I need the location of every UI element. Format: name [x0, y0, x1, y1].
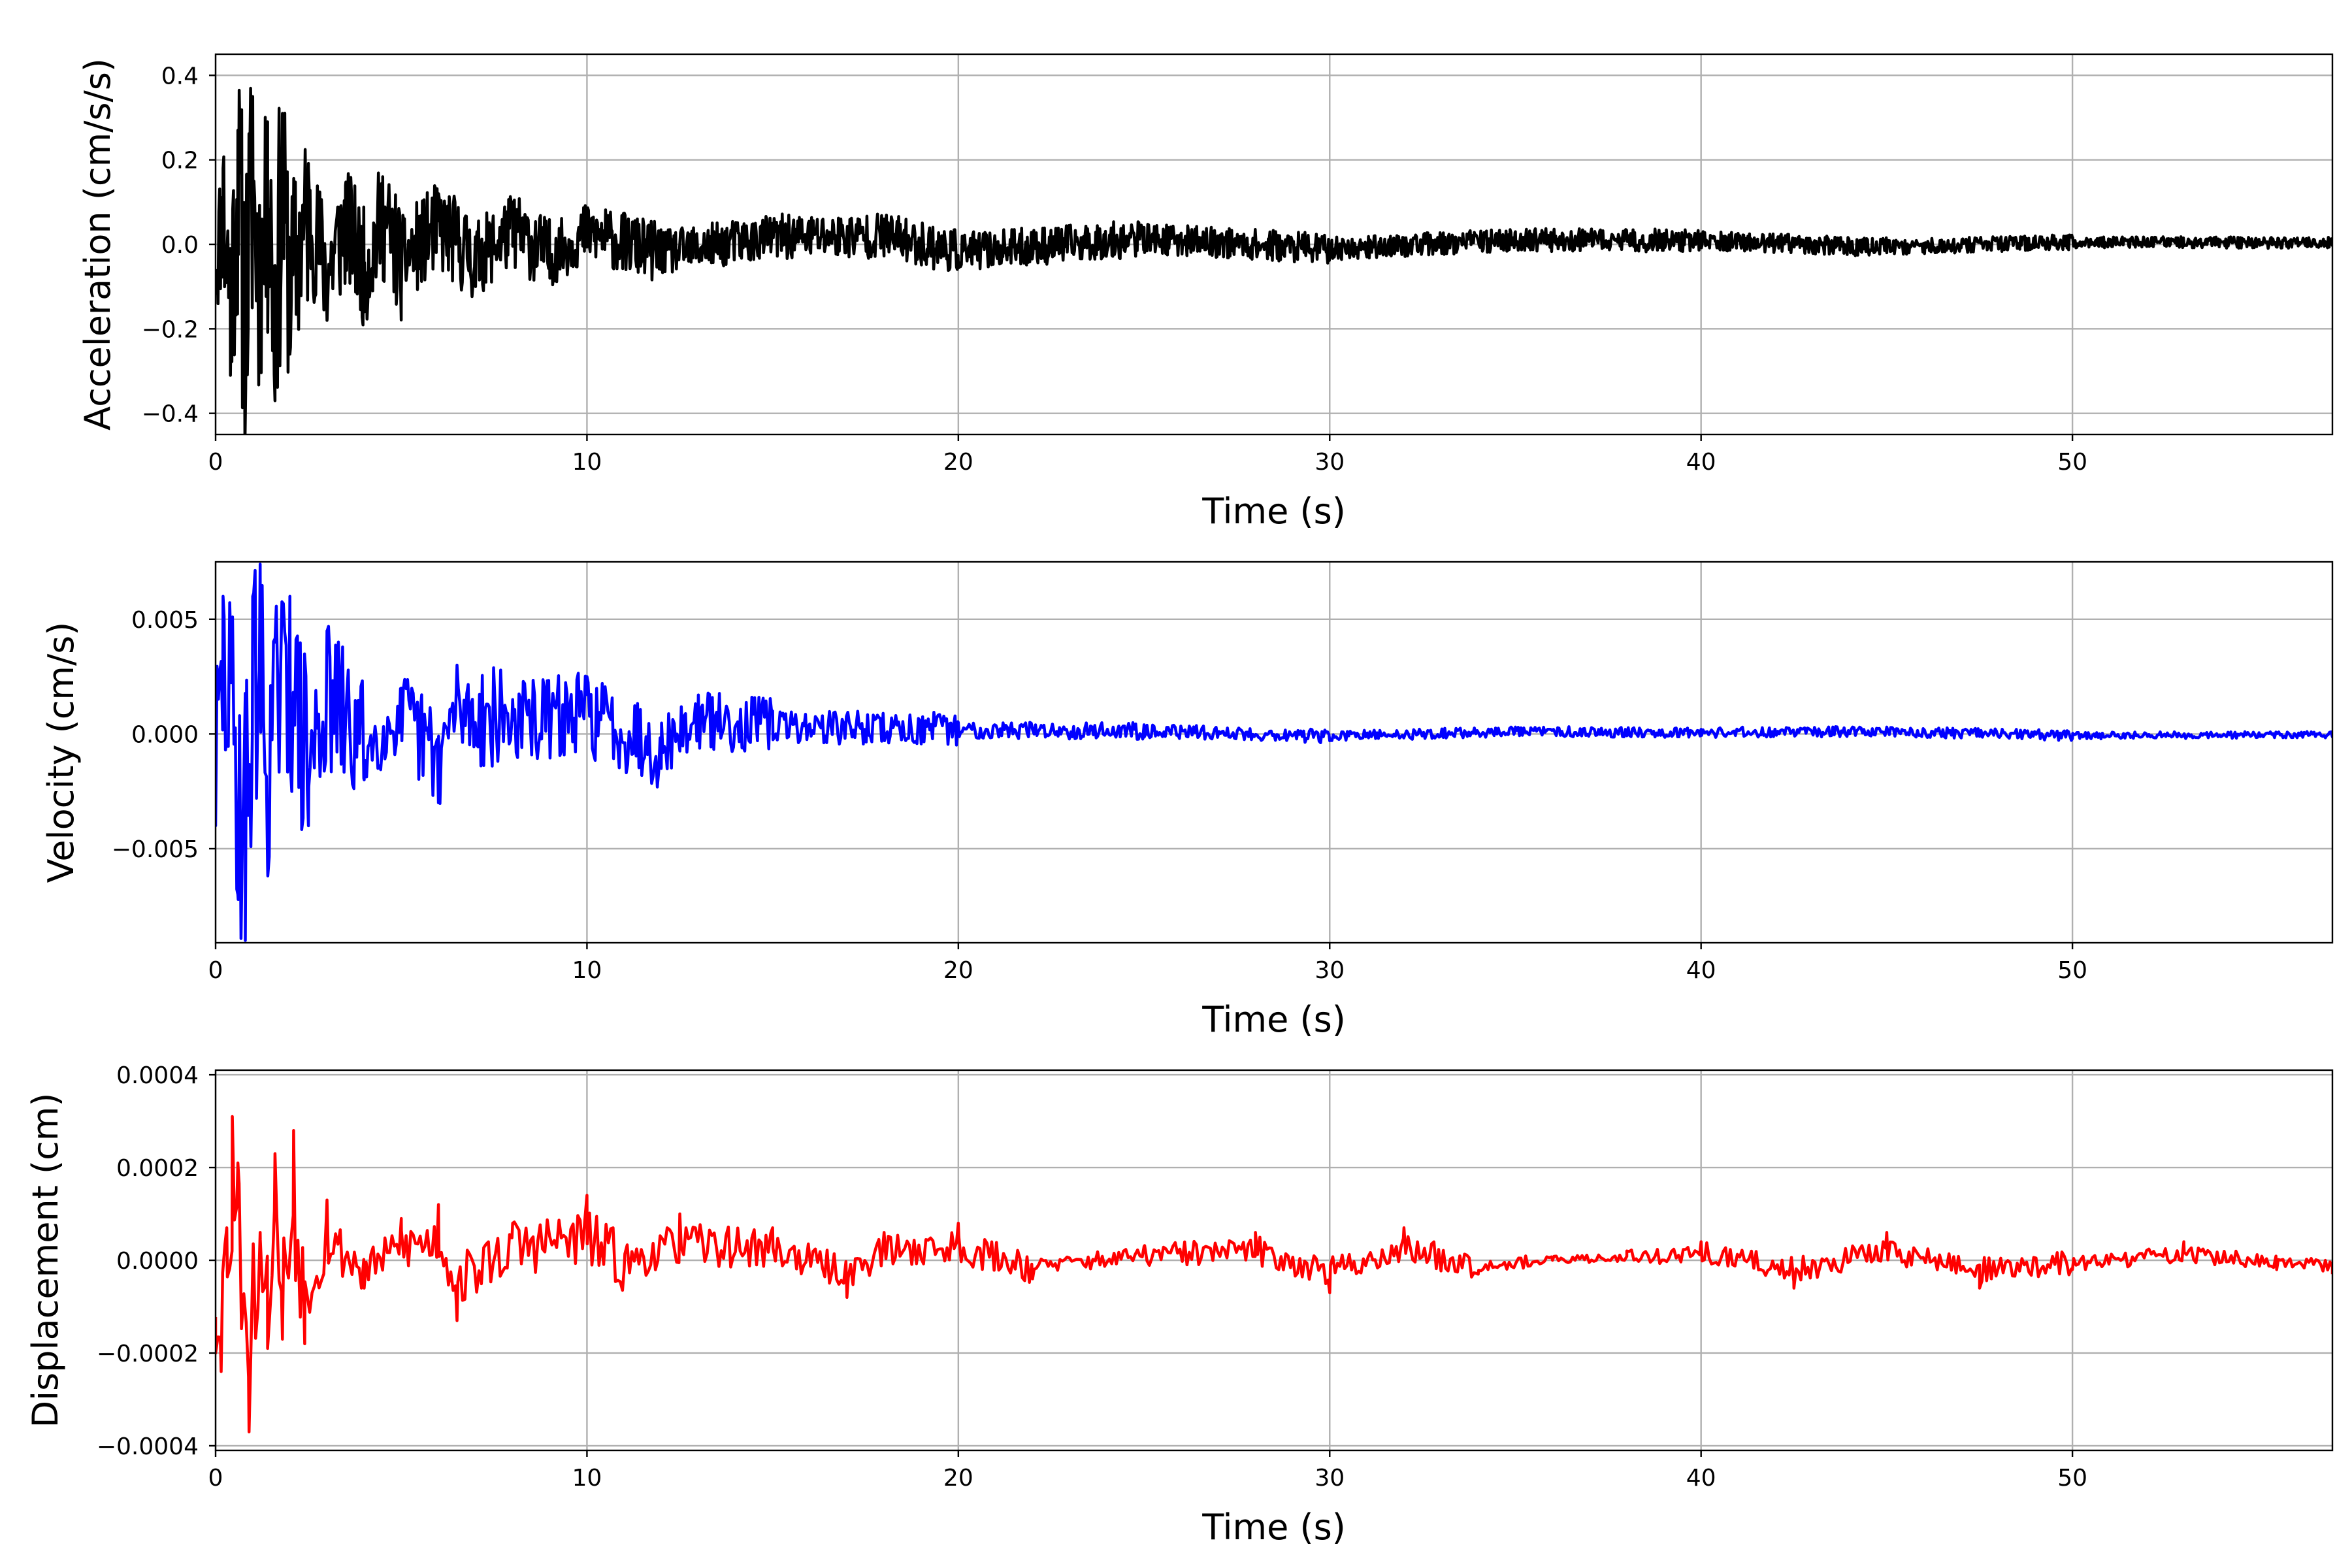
- data-series-line: [216, 1115, 2332, 1433]
- x-tick-label: 10: [572, 957, 602, 984]
- y-tick-label: −0.4: [142, 401, 199, 428]
- x-tick-label: 20: [943, 957, 973, 984]
- y-tick-label: 0.005: [131, 607, 199, 634]
- x-axis-label: Time (s): [1201, 999, 1346, 1040]
- x-tick-label: 0: [208, 449, 223, 476]
- y-tick-label: 0.0000: [116, 1248, 199, 1275]
- y-tick-label: −0.005: [112, 836, 199, 863]
- y-tick-label: 0.4: [161, 63, 199, 90]
- displacement-panel: 0 10 20 30 40 50 −0.0004 −0.0002 0.0000 0.0002 0.0…: [25, 1062, 2334, 1548]
- y-axis-label: Acceleration (cm/s/s): [77, 58, 118, 431]
- y-tick-label: 0.0002: [116, 1155, 199, 1182]
- x-tick-label: 40: [1686, 449, 1716, 476]
- x-tick-label: 0: [208, 1465, 223, 1492]
- y-axis-label: Displacement (cm): [25, 1093, 66, 1428]
- data-series-line: [216, 86, 2332, 434]
- y-tick-label: 0.2: [161, 148, 199, 174]
- x-tick-label: 30: [1315, 1465, 1345, 1492]
- y-tick-label: 0.0: [161, 232, 199, 259]
- y-axis-label: Velocity (cm/s): [41, 622, 82, 883]
- x-tick-label: 20: [943, 449, 973, 476]
- x-tick-label: 40: [1686, 1465, 1716, 1492]
- x-tick-label: 40: [1686, 957, 1716, 984]
- x-tick-label: 10: [572, 449, 602, 476]
- velocity-panel: 0 10 20 30 40 50 −0.005 0.000 0.005 Time (s) Veloc…: [41, 561, 2334, 1040]
- y-tick-label: 0.0004: [116, 1062, 199, 1089]
- y-tick-label: −0.2: [142, 316, 199, 343]
- data-series-line: [216, 563, 2332, 942]
- y-tick-label: 0.000: [131, 721, 199, 748]
- x-tick-label: 10: [572, 1465, 602, 1492]
- x-tick-label: 50: [2057, 1465, 2087, 1492]
- x-axis-label: Time (s): [1201, 491, 1346, 532]
- x-tick-label: 50: [2057, 449, 2087, 476]
- axes-frame: [214, 561, 2334, 944]
- panels: 0 10 20 30 40 50 −0.4 −0.2 0.0 0.2 0.4 Time (s) Acce…: [25, 53, 2334, 1548]
- x-tick-label: 50: [2057, 957, 2087, 984]
- x-tick-label: 0: [208, 957, 223, 984]
- x-axis-label: Time (s): [1201, 1507, 1346, 1548]
- y-tick-label: −0.0002: [97, 1341, 199, 1367]
- y-tick-label: −0.0004: [97, 1433, 199, 1460]
- x-tick-label: 20: [943, 1465, 973, 1492]
- x-tick-label: 30: [1315, 449, 1345, 476]
- x-tick-label: 30: [1315, 957, 1345, 984]
- acceleration-panel: 0 10 20 30 40 50 −0.4 −0.2 0.0 0.2 0.4 Time (s) Acce…: [77, 53, 2334, 532]
